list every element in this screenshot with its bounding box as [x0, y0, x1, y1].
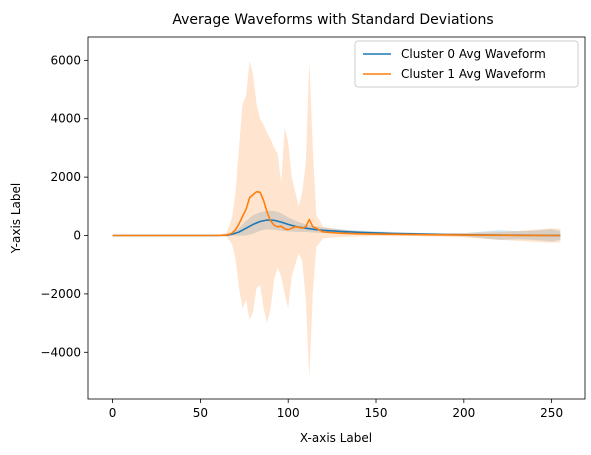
y-axis: −4000 −2000 0 2000 4000 6000	[40, 53, 88, 359]
series-1-std-band	[112, 60, 561, 379]
series-lines	[112, 190, 561, 237]
x-tick-label: 200	[452, 406, 475, 420]
y-axis-label: Y-axis Label	[9, 183, 23, 254]
x-tick-label: 150	[365, 406, 388, 420]
y-tick-label: 4000	[50, 112, 81, 126]
plot-area-frame	[87, 36, 586, 400]
legend: Cluster 0 Avg Waveform Cluster 1 Avg Wave…	[354, 40, 579, 88]
std-bands	[112, 60, 561, 379]
x-tick-label: 100	[277, 406, 300, 420]
legend-label-1: Cluster 1 Avg Waveform	[401, 67, 546, 81]
series-0-std-band	[112, 210, 561, 242]
x-axis: 0 50 100 150 200 250	[109, 399, 563, 420]
y-tick-label: 6000	[50, 53, 81, 67]
chart-title: Average Waveforms with Standard Deviatio…	[172, 12, 493, 28]
legend-label-0: Cluster 0 Avg Waveform	[401, 47, 546, 61]
y-tick-label: −2000	[40, 287, 81, 301]
series-1-line	[112, 190, 561, 237]
x-tick-label: 250	[540, 406, 563, 420]
x-axis-label: X-axis Label	[300, 431, 372, 445]
legend-box	[354, 40, 579, 88]
y-tick-label: 0	[73, 229, 81, 243]
x-tick-label: 50	[193, 406, 208, 420]
y-tick-label: −4000	[40, 345, 81, 359]
y-tick-label: 2000	[50, 170, 81, 184]
x-tick-label: 0	[109, 406, 117, 420]
